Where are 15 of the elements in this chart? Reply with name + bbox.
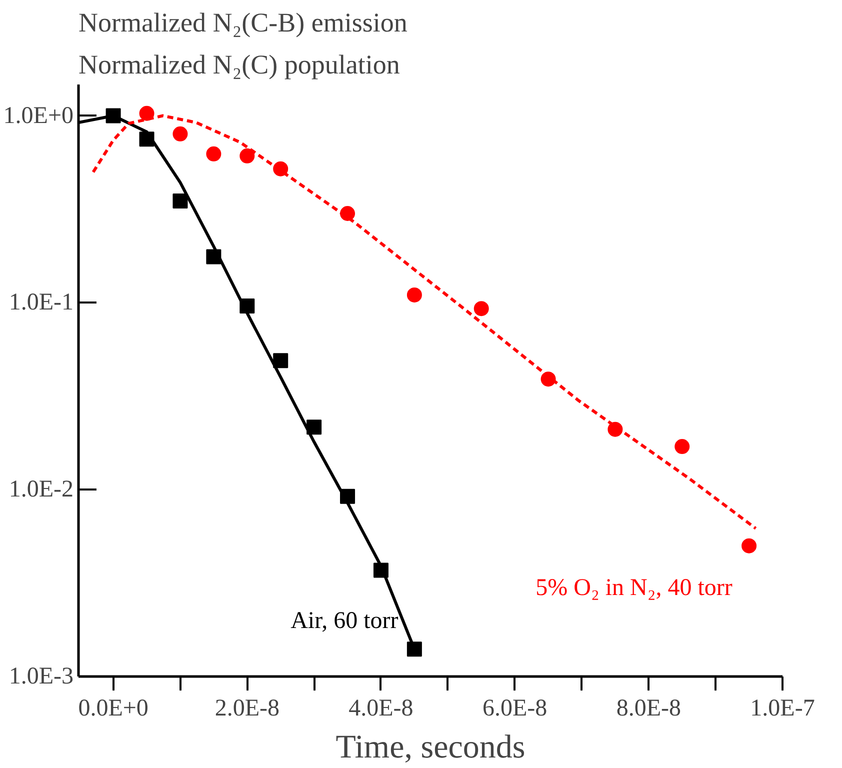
y-tick-label: 1.0E-2 — [8, 476, 74, 503]
y-tick-label: 1.0E+0 — [3, 102, 74, 129]
y-tick-label: 1.0E-3 — [8, 664, 74, 690]
chart-subtitle: Normalized N₂(C) population — [78, 50, 400, 80]
x-tick-label: 8.0E-8 — [616, 696, 681, 722]
x-tick-label: 2.0E-8 — [214, 696, 280, 722]
annotation: Air, 60 torr — [290, 608, 398, 634]
y-tick-label: 1.0E-1 — [8, 290, 74, 316]
x-tick-label: 1.0E-7 — [750, 696, 815, 722]
chart-title: Normalized N₂(C-B) emission — [78, 8, 408, 38]
annotation: 5% O₂ in N₂, 40 torr — [536, 574, 732, 601]
x-tick-label: 0.0E+0 — [78, 696, 148, 722]
x-axis-title: Time, seconds — [336, 730, 526, 766]
x-tick-label: 4.0E-8 — [348, 696, 414, 722]
x-tick-label: 6.0E-8 — [482, 696, 548, 722]
